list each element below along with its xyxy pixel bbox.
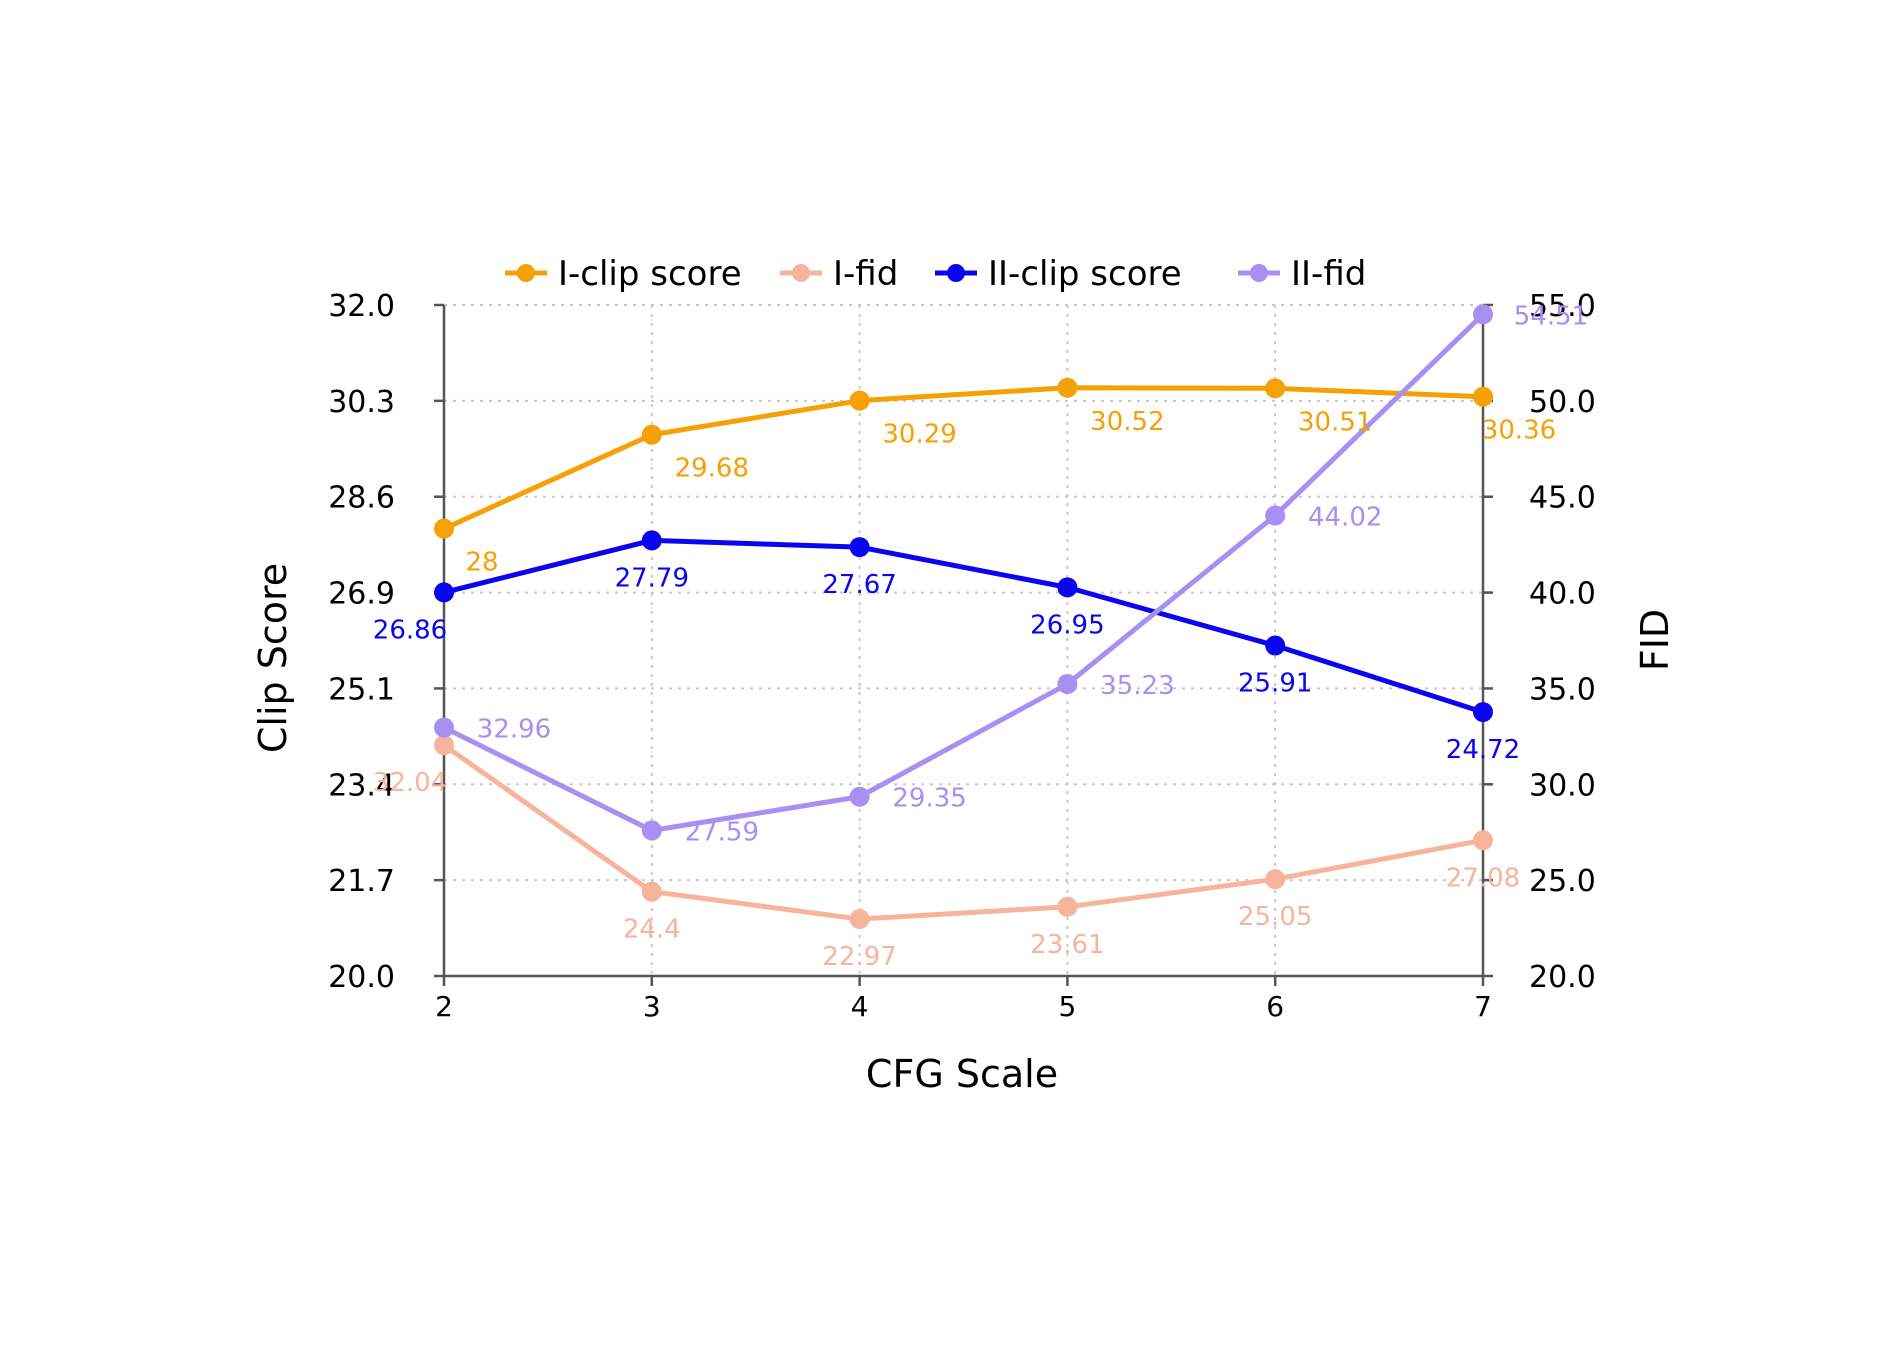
data-point-i-fid (1265, 869, 1286, 890)
data-label-i-clip-score: 30.29 (882, 420, 956, 450)
series-line-ii-fid (442, 312, 1485, 833)
data-point-i-clip-score (1057, 377, 1078, 398)
data-point-ii-clip-score (641, 530, 662, 551)
y-tick-label-left: 30.3 (328, 385, 395, 420)
data-label-i-clip-score: 28 (465, 548, 498, 578)
series-line-i-fid (442, 743, 1484, 922)
y-tick-label-left: 32.0 (328, 289, 395, 324)
data-label-ii-fid: 32.96 (477, 715, 551, 745)
y-tick-label-right: 55.0 (1529, 289, 1596, 324)
data-label-ii-clip-score: 24.72 (1446, 735, 1520, 765)
data-point-ii-fid (434, 717, 454, 738)
data-point-ii-clip-score (849, 537, 870, 558)
data-point-ii-fid (1057, 674, 1078, 695)
axes: 20.0 20.0 21.7 25.0 23.4 30.0 25.1 35.0 26.9 40.0… (328, 289, 1596, 1023)
data-label-ii-clip-score: 27.79 (615, 563, 689, 593)
legend-label-i-clip-score: I-clip score (558, 254, 742, 294)
data-point-ii-fid (1265, 505, 1286, 526)
data-label-i-fid: 24.4 (623, 915, 681, 945)
legend-label-ii-clip-score: II-clip score (988, 254, 1182, 294)
y-axis-right-title: FID (1633, 609, 1677, 671)
series-line-i-clip-score (442, 385, 1484, 531)
data-point-i-fid (641, 881, 662, 902)
data-label-i-clip-score: 30.51 (1298, 407, 1372, 437)
data-point-ii-clip-score (1265, 635, 1286, 656)
data-point-ii-fid (641, 820, 662, 841)
data-label-ii-fid: 54.51 (1514, 301, 1588, 331)
data-point-ii-clip-score (434, 582, 454, 603)
y-tick-label-right: 50.0 (1529, 385, 1596, 420)
legend-marker-ii-clip-score (947, 264, 965, 282)
x-tick-label: 5 (1058, 990, 1076, 1023)
data-label-ii-clip-score: 26.86 (373, 615, 447, 645)
grid (444, 304, 1483, 976)
series-line-ii-clip-score (443, 537, 1484, 715)
x-tick-label: 6 (1266, 990, 1284, 1023)
x-tick-label: 7 (1474, 990, 1492, 1023)
data-label-ii-clip-score: 25.91 (1238, 669, 1312, 699)
data-point-i-clip-score (434, 518, 454, 539)
y-tick-label-right: 40.0 (1529, 577, 1596, 612)
y-tick-label-left: 20.0 (328, 960, 395, 995)
data-point-i-fid (1473, 830, 1493, 851)
data-label-i-fid: 27.08 (1446, 863, 1520, 893)
data-point-i-clip-score (1473, 386, 1493, 407)
data-point-i-clip-score (849, 390, 870, 411)
y-tick-label-left: 21.7 (328, 864, 395, 899)
y-tick-label-right: 25.0 (1529, 864, 1596, 899)
y-tick-label-left: 25.1 (328, 672, 395, 707)
series-points (434, 304, 1493, 930)
data-labels: 28 29.68 30.29 30.52 30.51 30.36 32.04 24.4 22.9… (373, 301, 1588, 972)
y-axis-left-title: Clip Score (251, 563, 295, 753)
y-tick-label-right: 45.0 (1529, 481, 1596, 516)
data-label-i-fid: 22.97 (822, 942, 896, 972)
series-lines (442, 312, 1485, 922)
legend-marker-i-clip-score (517, 264, 535, 282)
legend-marker-i-fid (792, 264, 810, 282)
data-point-ii-clip-score (1473, 702, 1493, 723)
data-label-ii-fid: 44.02 (1308, 503, 1382, 533)
legend-label-ii-fid: II-fid (1291, 254, 1366, 294)
y-tick-label-left: 23.4 (328, 768, 395, 803)
legend-label-i-fid: I-fid (833, 254, 898, 294)
data-point-i-fid (434, 735, 454, 756)
data-label-i-clip-score: 29.68 (675, 454, 749, 484)
y-tick-label-left: 28.6 (328, 481, 395, 516)
y-tick-label-right: 35.0 (1529, 672, 1596, 707)
data-label-i-fid: 32.04 (373, 768, 447, 798)
data-point-ii-fid (1473, 304, 1493, 325)
data-label-ii-fid: 35.23 (1100, 671, 1174, 701)
data-label-ii-fid: 27.59 (685, 817, 759, 847)
x-tick-label: 2 (435, 990, 453, 1023)
data-point-i-fid (1057, 896, 1078, 917)
data-point-ii-clip-score (1057, 577, 1078, 598)
legend: I-clip score I-fid II-clip score II-fid (505, 254, 1366, 294)
data-label-ii-clip-score: 26.95 (1030, 610, 1104, 640)
data-point-i-clip-score (1265, 378, 1286, 399)
data-label-i-fid: 23.61 (1030, 930, 1104, 960)
data-label-ii-fid: 29.35 (892, 784, 966, 814)
data-label-i-fid: 25.05 (1238, 902, 1312, 932)
legend-marker-ii-fid (1250, 264, 1268, 282)
data-label-i-clip-score: 30.52 (1090, 407, 1164, 437)
x-tick-label: 4 (851, 990, 869, 1023)
y-tick-label-right: 20.0 (1529, 960, 1596, 995)
data-label-ii-clip-score: 27.67 (822, 570, 896, 600)
y-tick-label-left: 26.9 (328, 577, 395, 612)
data-label-i-clip-score: 30.36 (1482, 416, 1556, 446)
x-tick-label: 3 (643, 990, 661, 1023)
x-axis-title: CFG Scale (866, 1052, 1058, 1096)
y-tick-label-right: 30.0 (1529, 768, 1596, 803)
data-point-ii-fid (849, 786, 870, 807)
data-point-i-clip-score (641, 424, 662, 445)
data-point-i-fid (849, 909, 870, 930)
